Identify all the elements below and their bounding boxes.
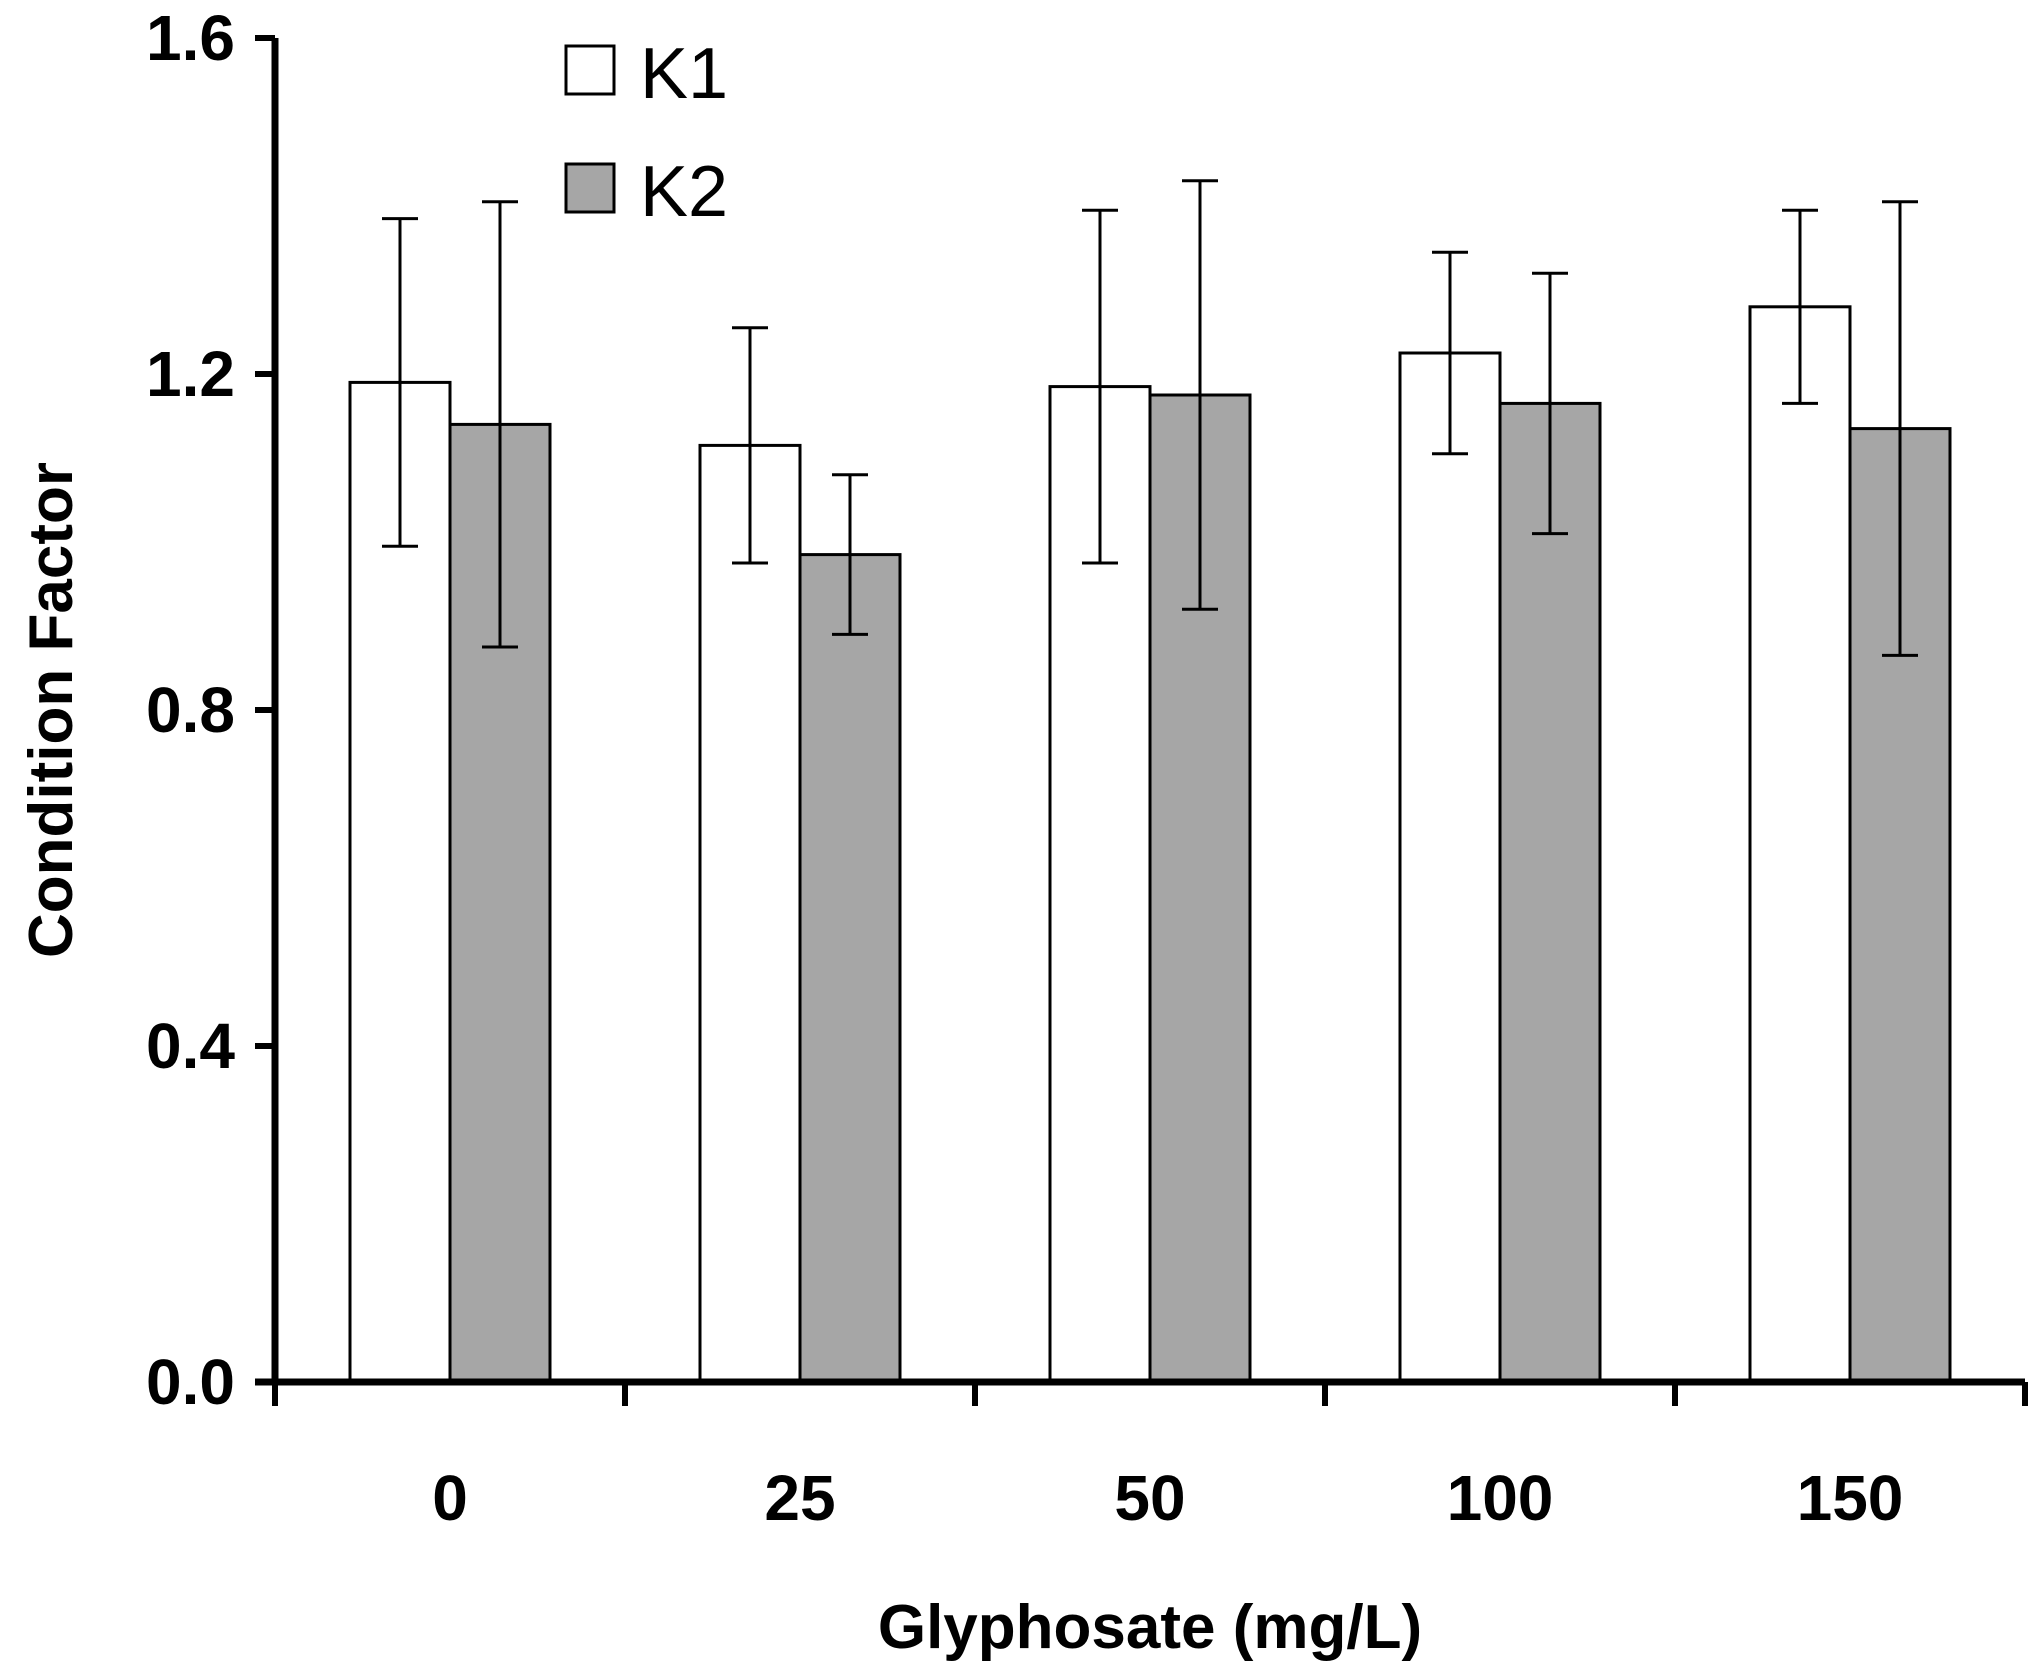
x-tick-label-50: 50 xyxy=(1114,1462,1185,1534)
x-tick-label-100: 100 xyxy=(1447,1462,1554,1534)
x-tick-label-25: 25 xyxy=(764,1462,835,1534)
bar-k1-0 xyxy=(348,380,452,1384)
x-tick-label-0: 0 xyxy=(432,1462,468,1534)
y-tick-label-1.2: 1.2 xyxy=(146,338,235,410)
x-tick-label-150: 150 xyxy=(1797,1462,1904,1534)
legend-label-k1: K1 xyxy=(640,34,728,114)
legend-swatch-k1 xyxy=(564,44,616,96)
bar-k1-150 xyxy=(1748,305,1852,1384)
y-tick-label-1.6: 1.6 xyxy=(146,2,235,74)
bar-k1-100 xyxy=(1398,351,1502,1384)
legend: K1 K2 xyxy=(564,34,728,232)
bar-k1-25 xyxy=(698,443,802,1384)
bar-k2-25 xyxy=(798,553,902,1384)
x-axis-title: Glyphosate (mg/L) xyxy=(878,1593,1422,1662)
y-axis-title: Condition Factor xyxy=(17,462,86,958)
y-tick-label-0.8: 0.8 xyxy=(146,674,235,746)
y-tick-label-0.0: 0.0 xyxy=(146,1346,235,1418)
legend-swatch-k2 xyxy=(564,162,616,214)
bar-k2-100 xyxy=(1498,401,1602,1384)
bars-layer xyxy=(348,179,1952,1384)
legend-label-k2: K2 xyxy=(640,152,728,232)
y-tick-label-0.4: 0.4 xyxy=(146,1010,235,1082)
ticks-layer: 0.0 0.4 0.8 1.2 1.6 0 25 50 100 150 xyxy=(146,2,2028,1534)
